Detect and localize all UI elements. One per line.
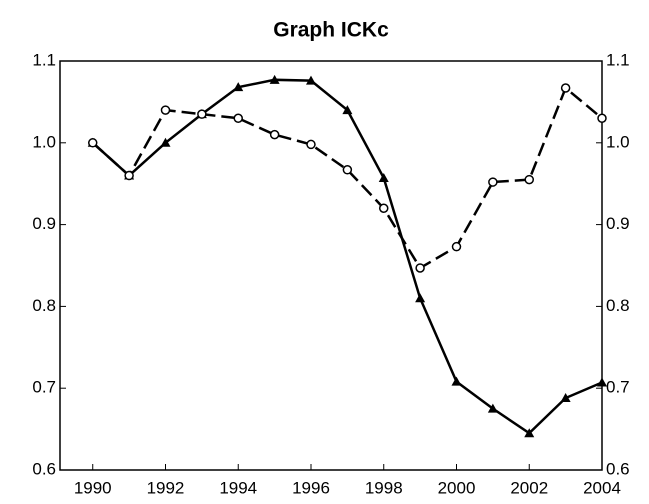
point xyxy=(378,172,389,182)
x-tick-label: 1998 xyxy=(365,478,403,497)
point xyxy=(451,241,462,252)
chart-title: Graph ICKc xyxy=(273,19,389,42)
plot-frame xyxy=(59,60,603,471)
point xyxy=(269,74,280,84)
y2-tick-label: 1.1 xyxy=(606,50,630,69)
point xyxy=(524,174,534,185)
x-tick-label: 1994 xyxy=(219,478,257,497)
point xyxy=(415,263,425,273)
y-tick-label: 1.1 xyxy=(32,50,56,69)
y2-tick-label: 0.7 xyxy=(606,378,630,397)
x-tick-label: 1992 xyxy=(147,478,185,497)
point xyxy=(488,177,498,187)
point xyxy=(560,393,571,403)
y-tick-label: 0.8 xyxy=(32,296,56,315)
point xyxy=(342,165,353,175)
y-tick-label: 0.9 xyxy=(32,214,56,233)
point xyxy=(597,377,607,387)
series-line xyxy=(91,78,603,435)
point xyxy=(560,83,571,93)
point xyxy=(233,113,243,124)
point xyxy=(233,82,244,92)
point xyxy=(487,403,498,413)
point xyxy=(451,376,462,386)
point xyxy=(269,129,280,140)
point xyxy=(306,139,316,150)
x-tick-label: 1996 xyxy=(292,478,330,497)
x-tick-label: 2004 xyxy=(583,478,621,497)
point xyxy=(342,105,353,115)
series-line xyxy=(91,85,603,270)
point xyxy=(597,113,607,124)
point xyxy=(524,428,535,438)
point xyxy=(415,293,426,303)
point xyxy=(378,203,389,213)
y2-tick-label: 0.9 xyxy=(606,214,630,233)
y2-tick-label: 0.6 xyxy=(606,459,630,478)
y-tick-label: 0.6 xyxy=(32,459,56,478)
x-tick-label: 2000 xyxy=(438,478,476,497)
point xyxy=(87,138,98,148)
x-tick-label: 1990 xyxy=(74,478,112,497)
y-tick-label: 1.0 xyxy=(32,132,56,151)
point xyxy=(124,170,134,181)
point xyxy=(197,109,207,119)
x-tick-label: 2002 xyxy=(510,478,548,497)
y2-tick-label: 0.8 xyxy=(606,296,630,315)
y2-tick-label: 1.0 xyxy=(606,132,630,151)
point xyxy=(305,75,316,85)
point xyxy=(160,105,171,115)
y-tick-label: 0.7 xyxy=(32,378,56,397)
point xyxy=(160,137,171,147)
